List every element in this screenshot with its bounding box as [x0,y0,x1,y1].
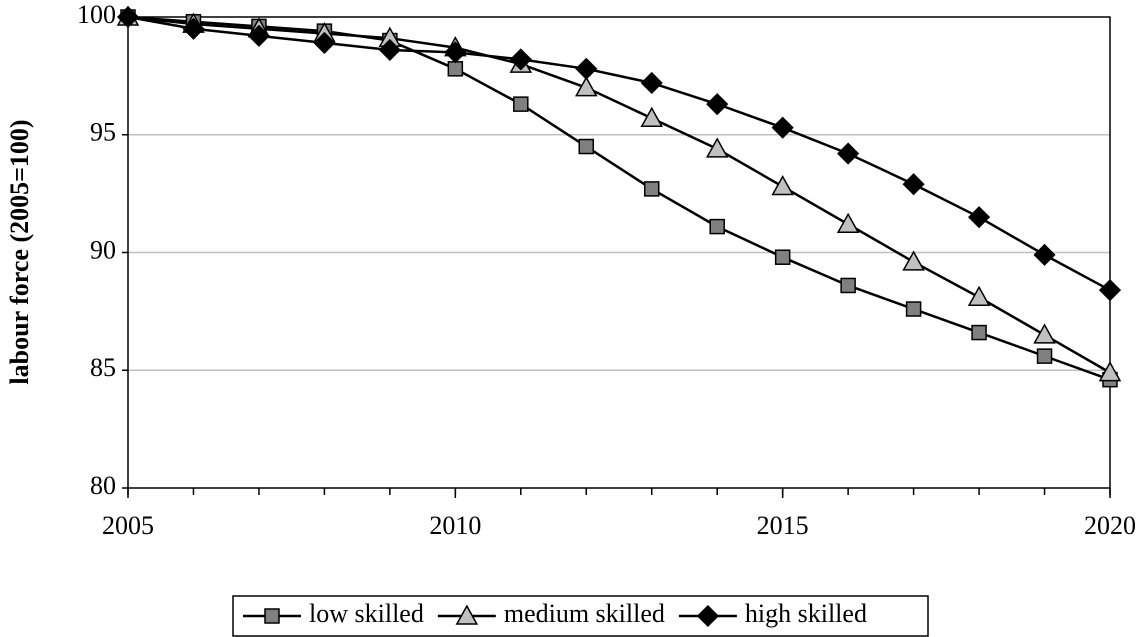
data-point [968,206,991,229]
data-point [1098,361,1122,382]
data-point [771,175,794,196]
data-point [1098,279,1122,302]
x-tick-label: 2005 [102,511,154,540]
plot-frame [127,16,1111,489]
y-tick-label: 85 [90,353,116,382]
data-point [378,38,401,62]
data-point [1036,348,1053,364]
data-point [840,277,856,294]
data-point [774,249,791,265]
data-point [574,76,598,97]
legend-marker [696,604,719,628]
data-point [640,106,664,128]
data-point [182,17,205,40]
legend-marker [455,604,479,625]
y-tick-label: 80 [90,471,116,500]
data-point [444,41,467,64]
data-point [578,138,595,155]
series-line [127,15,1111,292]
y-axis-label: labour force (2005=100) [5,119,34,384]
data-point [640,71,663,95]
data-point [643,181,660,197]
x-tick-label: 2020 [1084,511,1136,540]
data-point [905,301,922,317]
legend-label: low skilled [309,599,424,628]
legend-label: high skilled [745,599,867,628]
data-point [902,173,925,196]
data-point [971,324,987,341]
series-line [127,15,1111,381]
legend-box [232,595,929,637]
data-point [967,285,991,306]
data-point [447,61,464,77]
data-point [709,218,725,235]
y-tick-label: 90 [90,235,116,264]
data-point [575,57,598,80]
data-point [706,93,729,116]
y-tick-label: 100 [77,0,116,29]
data-point [1033,243,1056,266]
data-point [1033,323,1056,344]
legend-label: medium skilled [504,599,665,628]
data-point [771,116,794,139]
data-point [836,212,860,233]
data-point [837,142,860,165]
data-point [509,48,532,71]
data-point [116,5,140,29]
series-line [127,15,1111,374]
x-tick-label: 2015 [757,511,809,540]
data-point [313,31,336,54]
data-point [513,96,529,112]
data-point [247,24,270,47]
data-point [902,250,925,271]
data-point [705,137,729,158]
y-tick-label: 95 [90,118,116,147]
legend-marker [264,608,280,624]
x-tick-label: 2010 [429,511,481,540]
